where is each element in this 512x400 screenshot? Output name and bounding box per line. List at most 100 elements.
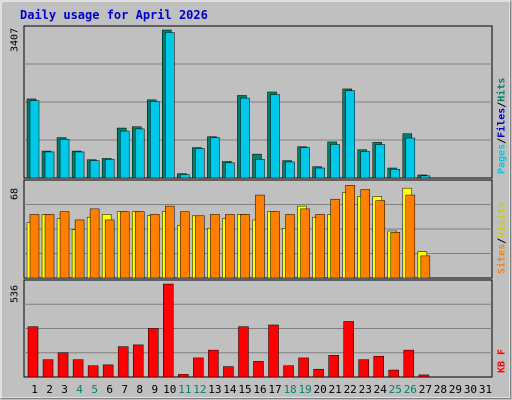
x-tick-label-day-11: 11: [178, 383, 191, 396]
files-bar-day-3: [59, 139, 70, 179]
files-bar-day-22: [345, 90, 355, 179]
x-tick-label-day-17: 17: [268, 383, 281, 396]
x-tick-label-day-14: 14: [223, 383, 237, 396]
x-tick-label-day-23: 23: [359, 383, 372, 396]
sites-bar-day-21: [330, 198, 340, 279]
files-bar-day-27: [420, 175, 431, 179]
kbytes-bar-day-3: [57, 352, 69, 378]
files-bar-day-12: [195, 148, 205, 179]
kbytes-bar-day-6: [102, 364, 114, 378]
x-tick-label-day-26: 26: [404, 383, 417, 396]
x-tick-label-day-6: 6: [106, 383, 113, 396]
x-tick-label-day-4: 4: [76, 383, 83, 396]
legend-text: Pages/Files/Hits: [496, 78, 508, 174]
kbytes-bar-day-1: [27, 326, 39, 378]
x-tick-label-day-9: 9: [151, 383, 158, 396]
x-tick-label-day-24: 24: [374, 383, 388, 396]
kbytes-bar-day-20: [313, 368, 324, 378]
legend-entry: /: [497, 102, 508, 108]
files-bar-day-5: [89, 160, 100, 179]
files-bar-day-11: [180, 174, 190, 179]
x-tick-label-day-7: 7: [121, 383, 128, 396]
sites-bar-day-3: [59, 211, 70, 279]
kbytes-ymax-label: 536: [10, 285, 21, 303]
kbytes-bar-day-19: [298, 357, 309, 378]
sites-bar-day-27: [420, 255, 431, 279]
sites-bar-day-23: [360, 189, 370, 279]
kbytes-bar-day-14: [223, 366, 234, 378]
kbytes-bar-day-5: [87, 365, 99, 378]
legend-entry: /: [497, 138, 508, 144]
kbytes-legend: KB F: [497, 349, 508, 373]
legend-entry: Visits: [496, 202, 508, 238]
hits-ymax-label: 3407: [10, 28, 21, 52]
x-tick-label-day-2: 2: [46, 383, 53, 396]
kbytes-bar-day-10: [163, 283, 174, 378]
x-tick-label-day-8: 8: [136, 383, 143, 396]
kbytes-bar-day-25: [388, 369, 400, 378]
kbytes-bar-day-2: [42, 359, 54, 378]
kbytes-bar-day-22: [343, 321, 354, 378]
kbytes-panel: [23, 279, 493, 378]
sites-bar-day-13: [210, 214, 220, 279]
kbytes-bar-day-18: [283, 365, 294, 378]
sites-bar-day-4: [74, 219, 85, 279]
x-tick-label-day-31: 31: [479, 383, 492, 396]
x-tick-label-day-10: 10: [163, 383, 176, 396]
sites-bar-day-9: [150, 214, 160, 279]
legend-entry: /: [497, 238, 508, 244]
legend-entry: Pages: [497, 144, 508, 174]
kbytes-bar-day-21: [328, 355, 339, 378]
x-tick-label-day-12: 12: [193, 383, 206, 396]
x-tick-label-day-19: 19: [298, 383, 311, 396]
x-tick-label-day-1: 1: [31, 383, 38, 396]
x-tick-label-day-13: 13: [208, 383, 221, 396]
files-bar-day-13: [210, 137, 220, 179]
sites-bar-day-24: [375, 200, 385, 279]
files-bar-day-2: [44, 151, 55, 179]
files-bar-day-20: [315, 167, 325, 179]
visits-sites-legend: Sites/Visits: [496, 202, 508, 274]
x-tick-label-day-3: 3: [61, 383, 68, 396]
sites-bar-day-14: [225, 214, 235, 279]
files-bar-day-18: [285, 161, 295, 179]
kbytes-bar-day-9: [148, 328, 159, 378]
x-tick-label-day-22: 22: [344, 383, 357, 396]
sites-bar-day-5: [89, 208, 100, 279]
sites-bar-day-1: [29, 214, 40, 279]
x-tick-label-day-18: 18: [283, 383, 296, 396]
files-bar-day-14: [225, 162, 235, 179]
sites-bar-day-16: [255, 194, 265, 279]
files-bar-day-24: [375, 144, 385, 179]
files-bar-day-6: [104, 159, 115, 179]
x-tick-label-day-28: 28: [434, 383, 447, 396]
legend-text: Sites/Visits: [496, 202, 508, 274]
legend-entry: Hits: [496, 78, 508, 102]
kbytes-bar-day-11: [178, 374, 189, 378]
sites-bar-day-10: [165, 205, 175, 279]
files-bar-day-15: [240, 97, 250, 179]
hits-files-panel: [23, 25, 493, 179]
hits-files-legend: Pages/Files/Hits: [496, 78, 508, 174]
kbytes-bar-day-7: [117, 346, 129, 378]
kbytes-bar-day-26: [403, 349, 415, 378]
x-tick-label-day-16: 16: [253, 383, 266, 396]
sites-bar-day-17: [270, 211, 280, 279]
kbytes-bar-day-8: [132, 344, 144, 378]
files-bar-day-25: [390, 169, 401, 179]
kbytes-bar-day-27: [418, 374, 430, 378]
x-tick-label-day-15: 15: [238, 383, 251, 396]
kbytes-bar-day-23: [358, 359, 369, 378]
visits-sites-panel: [23, 179, 493, 279]
sites-bar-day-22: [345, 185, 355, 279]
files-bar-day-9: [150, 101, 160, 179]
sites-bar-day-19: [300, 208, 310, 279]
sites-bar-day-6: [104, 219, 115, 279]
kbytes-bar-day-13: [208, 349, 219, 378]
kbytes-bar-day-15: [238, 326, 249, 378]
files-bar-day-16: [255, 159, 265, 179]
sites-bar-day-11: [180, 211, 190, 279]
sites-bar-day-20: [315, 214, 325, 279]
files-bar-day-26: [405, 137, 416, 179]
